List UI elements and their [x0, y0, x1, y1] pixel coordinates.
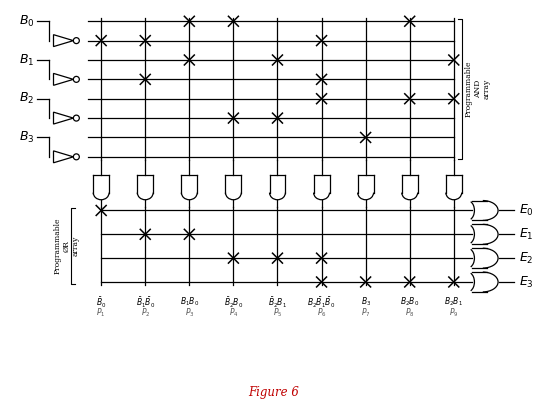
Text: $B_1$: $B_1$ — [19, 53, 35, 67]
Text: $E_1$: $E_1$ — [519, 227, 534, 242]
Text: $E_2$: $E_2$ — [519, 251, 534, 266]
Text: $P_3$: $P_3$ — [184, 307, 194, 319]
Text: $\bar{B}_1\bar{B}_0$: $\bar{B}_1\bar{B}_0$ — [136, 296, 155, 310]
Text: Figure 6: Figure 6 — [249, 386, 299, 399]
Text: $P_5$: $P_5$ — [273, 307, 282, 319]
Text: $P_8$: $P_8$ — [405, 307, 414, 319]
Text: $B_2B_1$: $B_2B_1$ — [444, 296, 463, 308]
Text: $\bar{B}_0$: $\bar{B}_0$ — [96, 296, 107, 310]
Text: $\bar{B}_2B_1$: $\bar{B}_2B_1$ — [268, 296, 287, 310]
Text: $E_3$: $E_3$ — [519, 275, 534, 289]
Text: Programmable
AND
array: Programmable AND array — [464, 61, 491, 117]
Text: $P_4$: $P_4$ — [228, 307, 238, 319]
Text: Programmable
ØR
array: Programmable ØR array — [53, 218, 80, 275]
Text: $P_1$: $P_1$ — [97, 307, 106, 319]
Text: $B_3$: $B_3$ — [19, 130, 35, 145]
Text: $P_7$: $P_7$ — [361, 307, 371, 319]
Text: $B_1B_0$: $B_1B_0$ — [180, 296, 199, 308]
Text: $\bar{B}_2B_0$: $\bar{B}_2B_0$ — [224, 296, 243, 310]
Text: $B_3$: $B_3$ — [361, 296, 371, 308]
Text: $B_0$: $B_0$ — [19, 14, 35, 29]
Text: $B_2$: $B_2$ — [19, 91, 34, 106]
Text: $E_0$: $E_0$ — [519, 203, 534, 218]
Text: $B_2B_0$: $B_2B_0$ — [400, 296, 419, 308]
Text: $B_2\bar{B}_1\bar{B}_0$: $B_2\bar{B}_1\bar{B}_0$ — [307, 296, 335, 310]
Text: $P_9$: $P_9$ — [449, 307, 458, 319]
Text: $P_6$: $P_6$ — [317, 307, 327, 319]
Text: $P_2$: $P_2$ — [141, 307, 150, 319]
